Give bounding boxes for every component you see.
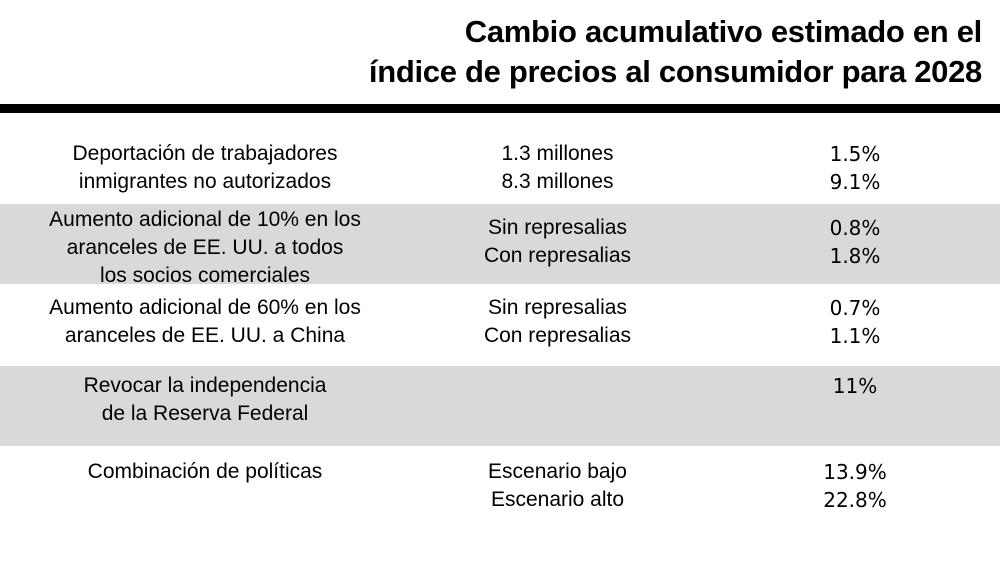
value-cell-line: 0.7%: [829, 296, 881, 320]
chart-title-line-1: Cambio acumulativo estimado en el: [464, 14, 983, 49]
value-cell-line: 1.5%: [829, 142, 881, 166]
scenario-cell: Sin represalias Con represalias: [435, 204, 680, 270]
header-rule: [0, 104, 1000, 113]
scenario-cell: [435, 366, 680, 372]
table-row: Aumento adicional de 60% en los aranceles…: [0, 284, 1000, 366]
scenario-cell-line: Sin represalias: [488, 296, 627, 319]
scenario-cell-line: Con represalias: [483, 324, 632, 347]
policy-cell: Aumento adicional de 10% en los aranceles…: [0, 204, 410, 290]
value-cell-line: 0.8%: [829, 216, 881, 240]
value-cell-line: 1.8%: [829, 244, 881, 268]
table-row: Deportación de trabajadores inmigrantes n…: [0, 130, 1000, 204]
policy-cell-line: inmigrantes no autorizados: [78, 170, 332, 193]
value-cell-line: 11%: [832, 374, 878, 398]
policy-cell-line: los socios comerciales: [99, 264, 311, 287]
policy-cell: Combinación de políticas: [0, 448, 410, 486]
scenario-cell-line: Con represalias: [483, 244, 632, 267]
policy-cell-line: Deportación de trabajadores: [72, 142, 338, 165]
value-cell: 0.7% 1.1%: [760, 284, 950, 350]
value-cell: 13.9% 22.8%: [760, 448, 950, 514]
value-cell: 11%: [760, 366, 950, 400]
policy-cell-line: Revocar la independencia: [83, 374, 327, 397]
scenario-cell: 1.3 millones 8.3 millones: [435, 130, 680, 196]
policy-cell-line: aranceles de EE. UU. a todos: [66, 236, 344, 259]
policy-cell: Aumento adicional de 60% en los aranceles…: [0, 284, 410, 350]
chart-title-line-2: índice de precios al consumidor para 202…: [368, 54, 982, 89]
policy-cell-line: Aumento adicional de 60% en los: [49, 296, 361, 319]
table-row: Combinación de políticas Escenario bajo Es…: [0, 448, 1000, 526]
table-row: Aumento adicional de 10% en los aranceles…: [0, 204, 1000, 287]
scenario-cell-line: Escenario bajo: [488, 460, 627, 483]
policy-cell-line: de la Reserva Federal: [101, 402, 309, 425]
scenario-cell: Sin represalias Con represalias: [435, 284, 680, 350]
policy-cell: Deportación de trabajadores inmigrantes n…: [0, 130, 410, 196]
scenario-cell-line: 8.3 millones: [501, 170, 614, 193]
value-cell-line: 13.9%: [823, 460, 887, 484]
value-cell-line: 22.8%: [823, 488, 887, 512]
scenario-cell-line: Escenario alto: [490, 488, 625, 511]
scenario-cell-line: 1.3 millones: [501, 142, 614, 165]
value-cell-line: 1.1%: [829, 324, 881, 348]
policy-cell-line: Aumento adicional de 10% en los: [49, 208, 361, 231]
value-cell-line: 9.1%: [829, 170, 881, 194]
table-row: Revocar la independencia de la Reserva Fe…: [0, 366, 1000, 446]
policy-cell: Revocar la independencia de la Reserva Fe…: [0, 366, 410, 428]
chart-title: Cambio acumulativo estimado en el índice…: [369, 12, 982, 92]
scenario-cell: Escenario bajo Escenario alto: [435, 448, 680, 514]
policy-cell-line: Combinación de políticas: [87, 460, 323, 483]
policy-cell-line: aranceles de EE. UU. a China: [64, 324, 346, 347]
value-cell: 0.8% 1.8%: [760, 204, 950, 270]
value-cell: 1.5% 9.1%: [760, 130, 950, 196]
scenario-cell-line: Sin represalias: [488, 216, 627, 239]
